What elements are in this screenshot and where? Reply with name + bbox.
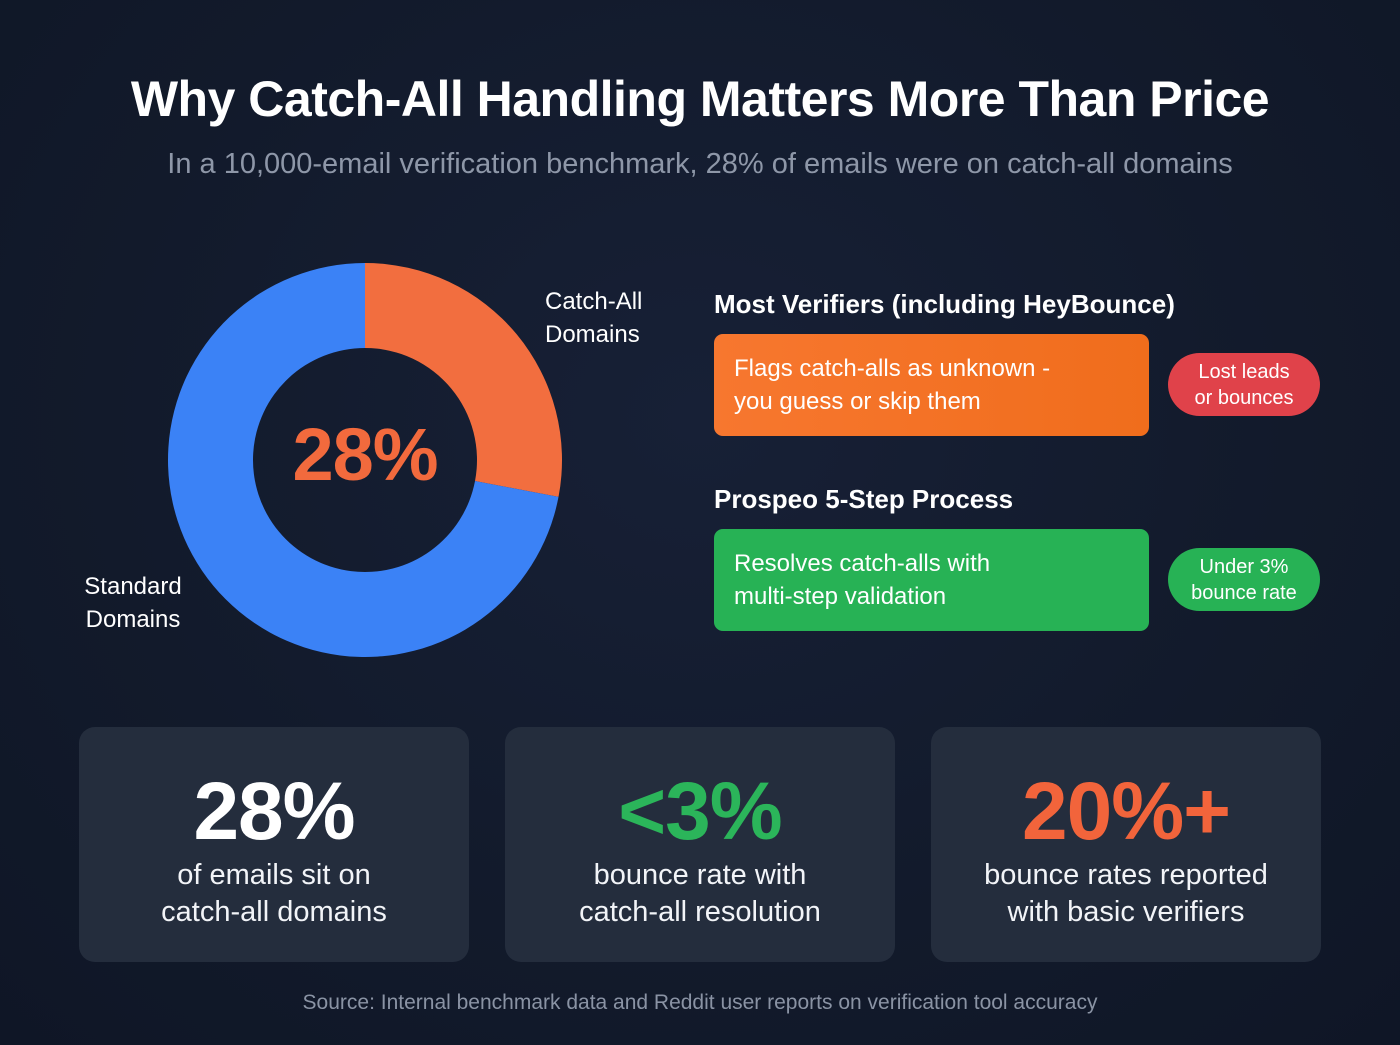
stat-value: 28% (193, 766, 355, 857)
donut-chart (167, 263, 562, 657)
donut-slice-catch-all (365, 263, 562, 497)
prospeo-box: Resolves catch-alls with multi-step vali… (714, 529, 1149, 631)
prospeo-line-2: multi-step validation (734, 583, 947, 610)
slice-label-catch-all: Catch-All Domains (545, 288, 643, 348)
most-verifiers-heading: Most Verifiers (including HeyBounce) (714, 289, 1175, 319)
most-verifiers-box: Flags catch-alls as unknown - you guess … (714, 334, 1149, 436)
stat-card-catch-all: 28% of emails sit on catch-all domains (79, 727, 469, 962)
stat-description: bounce rates reported with basic verifie… (984, 859, 1268, 928)
stat-card-basic-verifiers: 20%+ bounce rates reported with basic ve… (931, 727, 1321, 962)
bounce-rate-badge: Under 3% bounce rate (1168, 548, 1320, 611)
donut-center-label: 28% (292, 413, 438, 496)
page-subtitle: In a 10,000-email verification benchmark… (167, 148, 1233, 180)
most-verifiers-line-2: you guess or skip them (734, 388, 981, 415)
slice-label-standard: Standard Domains (84, 573, 182, 633)
most-verifiers-line-1: Flags catch-alls as unknown - (734, 355, 1051, 382)
stat-value: <3% (618, 766, 782, 857)
stat-card-bounce-rate: <3% bounce rate with catch-all resolutio… (505, 727, 895, 962)
donut-slice-standard (167, 263, 559, 657)
stat-description: of emails sit on catch-all domains (161, 859, 387, 928)
prospeo-line-1: Resolves catch-alls with (734, 550, 991, 577)
lost-leads-badge: Lost leads or bounces (1168, 353, 1320, 416)
source-note: Source: Internal benchmark data and Redd… (302, 991, 1098, 1014)
page-title: Why Catch-All Handling Matters More Than… (130, 71, 1270, 127)
stat-value: 20%+ (1021, 766, 1231, 857)
prospeo-heading: Prospeo 5-Step Process (714, 484, 1014, 514)
stat-description: bounce rate with catch-all resolution (579, 859, 821, 928)
